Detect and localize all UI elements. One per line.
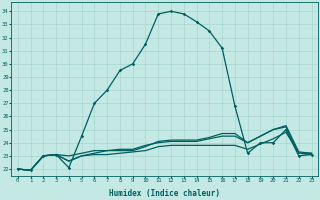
X-axis label: Humidex (Indice chaleur): Humidex (Indice chaleur): [109, 189, 220, 198]
